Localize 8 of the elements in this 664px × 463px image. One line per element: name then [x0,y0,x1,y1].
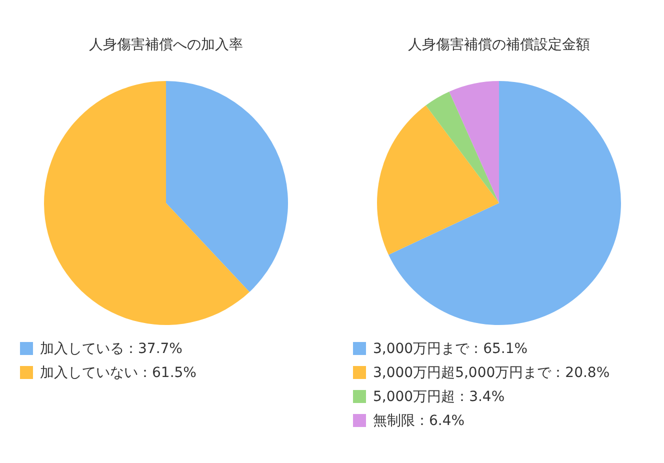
legend-label: 3,000万円まで：65.1% [373,341,528,357]
legend-label: 5,000万円超：3.4% [373,389,505,405]
chart-title: 人身傷害補償の補償設定金額 [408,37,590,53]
legend-label: 加入している：37.7% [40,341,182,357]
legend-label: 3,000万円超5,000万円まで：20.8% [373,365,610,381]
legend-label: 加入していない：61.5% [40,365,196,381]
legend-label: 無制限：6.4% [373,413,465,429]
chart-title: 人身傷害補償への加入率 [89,37,243,53]
